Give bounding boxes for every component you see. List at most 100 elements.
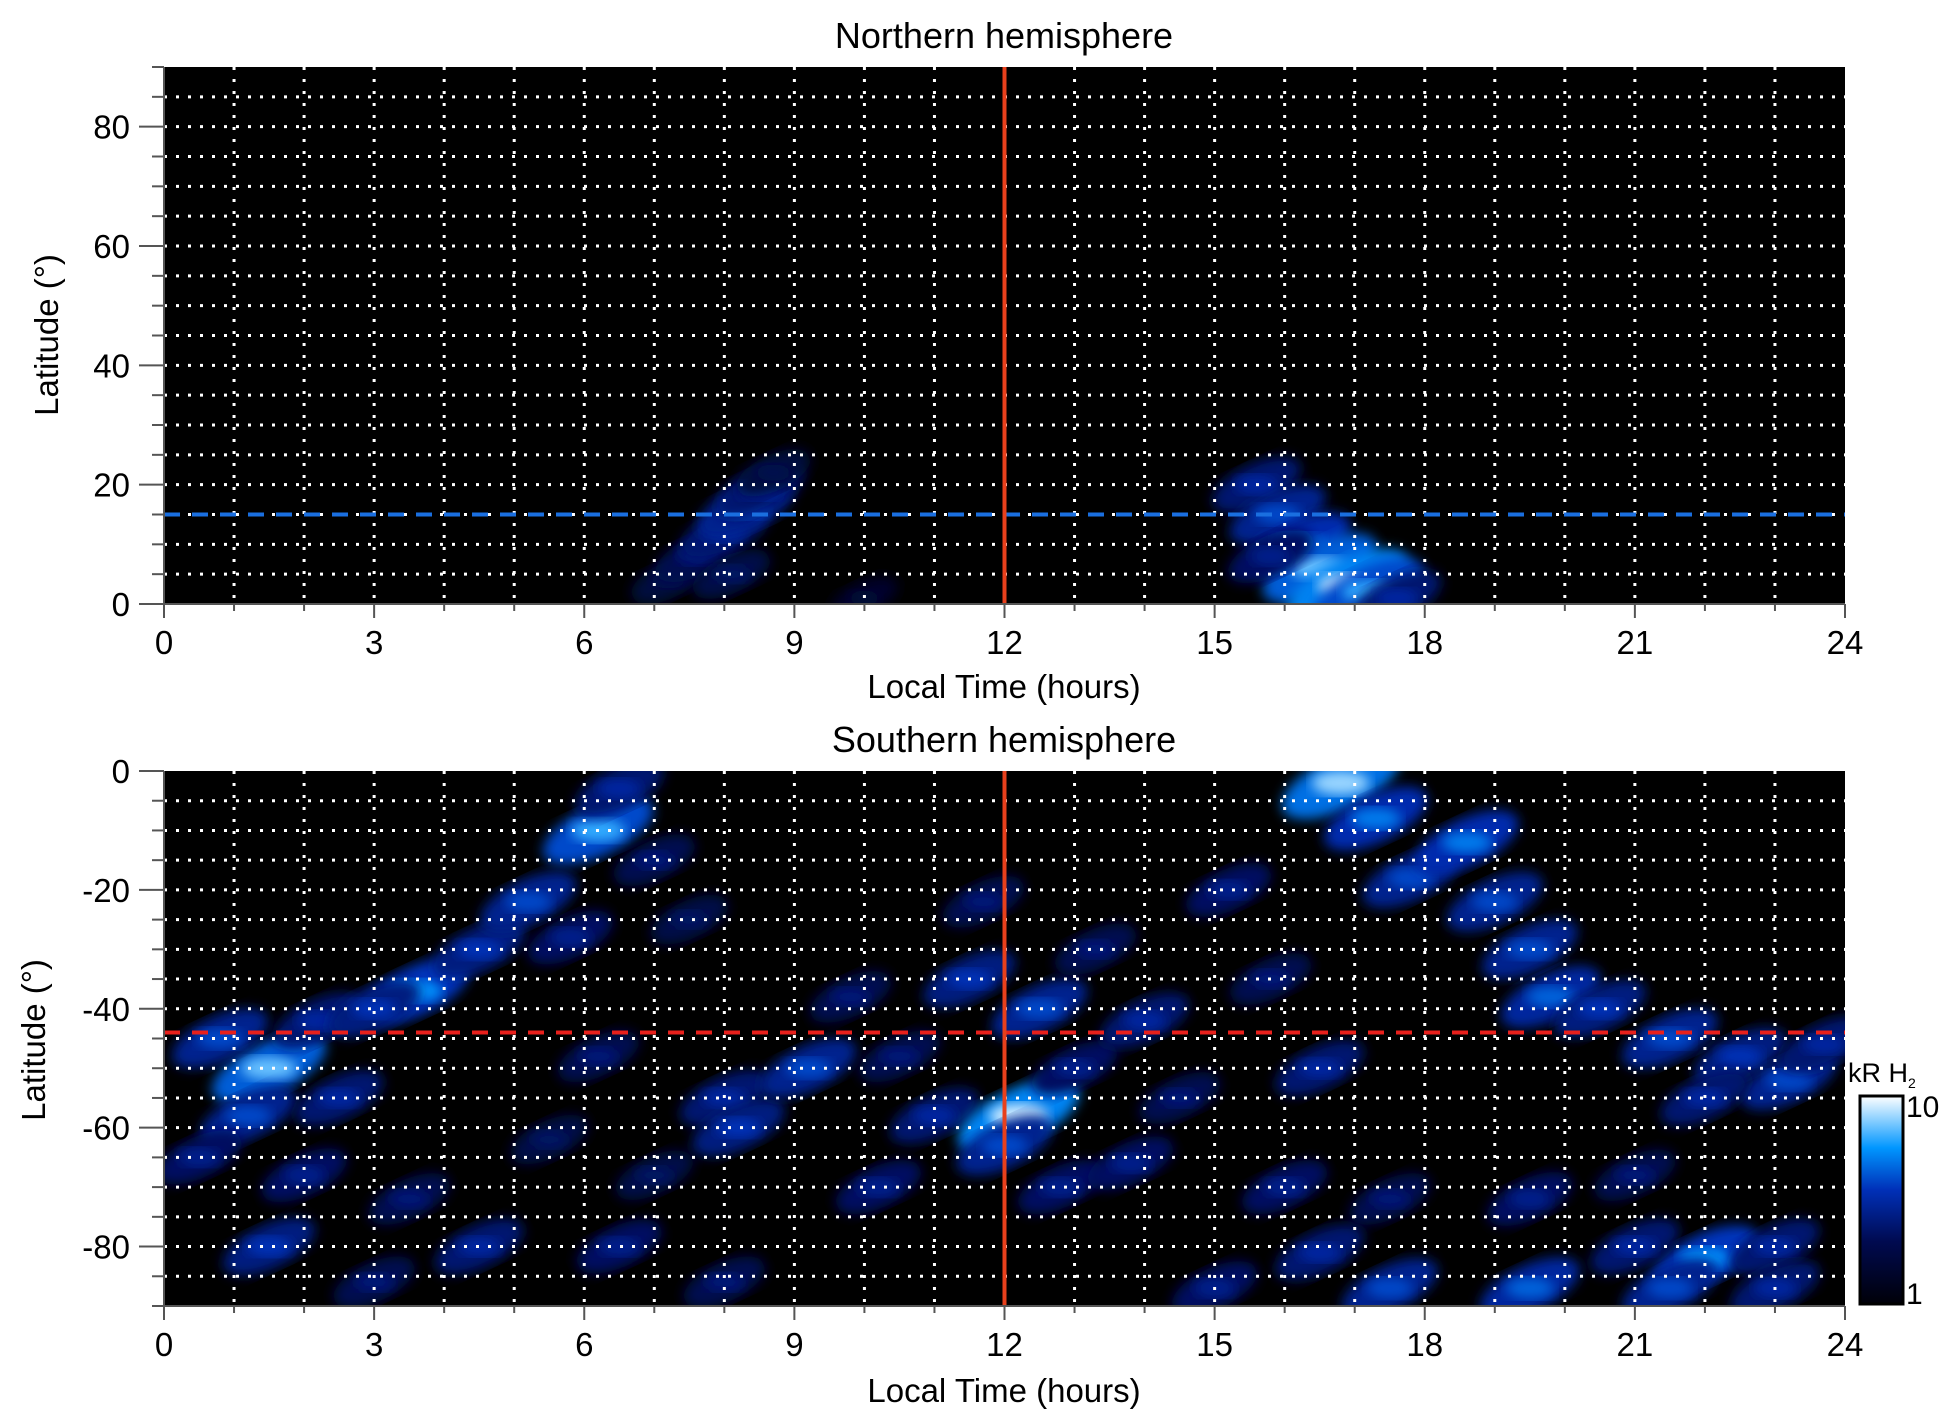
y-tick-label: -40	[82, 991, 130, 1028]
emission-core	[1506, 939, 1554, 960]
emission-core	[1471, 891, 1519, 912]
emission-core	[1509, 1189, 1551, 1209]
colorbar-max-label: 10	[1906, 1091, 1939, 1124]
emission-layer	[164, 771, 1845, 1306]
emission-core	[715, 1117, 761, 1138]
emission-core	[1387, 867, 1435, 889]
x-axis-label: Local Time (hours)	[867, 668, 1140, 705]
emission-core	[1765, 1070, 1813, 1091]
colorbar-label: kR H2	[1848, 1058, 1916, 1091]
chart-title: Southern hemisphere	[832, 719, 1176, 760]
emission-core	[755, 464, 792, 481]
emission-core	[1369, 1190, 1410, 1208]
emission-core	[1613, 1237, 1657, 1257]
x-tick-label: 3	[365, 624, 383, 661]
x-tick-label: 15	[1196, 1326, 1233, 1363]
emission-core	[351, 999, 397, 1019]
emission-core	[1646, 1278, 1694, 1299]
x-tick-label: 15	[1196, 624, 1233, 661]
emission-core	[1441, 831, 1492, 854]
x-tick-label: 18	[1406, 624, 1443, 661]
x-tick-label: 9	[785, 1326, 803, 1363]
x-tick-label: 3	[365, 1326, 383, 1363]
emission-core	[530, 1131, 569, 1149]
emission-core	[1505, 1277, 1555, 1299]
y-tick-label: 60	[93, 228, 130, 265]
emission-core	[597, 779, 641, 799]
colorbar-min-label: 1	[1906, 1278, 1923, 1311]
emission-core	[1159, 1089, 1200, 1107]
northern-hemisphere-panel: Northern hemisphere Local Time (hours) L…	[28, 15, 1863, 705]
emission-core	[1122, 1011, 1167, 1031]
emission-core	[634, 851, 675, 869]
emission-core	[712, 565, 751, 583]
emission-core	[1109, 1154, 1152, 1173]
y-tick-label: 40	[93, 347, 130, 384]
emission-core	[1016, 998, 1063, 1019]
emission-core	[1053, 1059, 1096, 1078]
colorbar-gradient	[1858, 1094, 1905, 1306]
x-tick-label: 0	[155, 624, 173, 661]
emission-core	[1311, 771, 1370, 795]
emission-core	[1577, 999, 1623, 1019]
y-axis-label: Latitude (°)	[15, 959, 52, 1121]
x-tick-label: 9	[785, 624, 803, 661]
emission-core	[241, 1056, 297, 1080]
emission-core	[224, 1105, 272, 1126]
emission-core	[1039, 1177, 1082, 1197]
y-tick-label: 80	[93, 109, 130, 146]
emission-core	[1075, 940, 1116, 959]
y-tick-label: -20	[82, 872, 130, 909]
emission-core	[598, 1237, 640, 1256]
y-tick-label: 0	[112, 586, 130, 623]
emission-core	[178, 1148, 220, 1167]
emission-core	[578, 1047, 619, 1066]
emission-core	[246, 1236, 292, 1257]
southern-hemisphere-panel: Southern hemisphere Local Time (hours) L…	[15, 719, 1864, 1409]
emission-core	[784, 1058, 832, 1079]
emission-core	[830, 988, 871, 1006]
x-tick-label: 6	[575, 624, 593, 661]
x-tick-label: 6	[575, 1326, 593, 1363]
emission-core	[1254, 504, 1302, 525]
emission-core	[1263, 1177, 1306, 1197]
emission-core	[457, 1237, 501, 1257]
emission-core	[283, 1166, 325, 1185]
y-tick-label: 0	[112, 753, 130, 790]
x-tick-label: 0	[155, 1326, 173, 1363]
x-axis-label: Local Time (hours)	[867, 1372, 1140, 1409]
emission-core	[1350, 807, 1401, 830]
x-tick-label: 24	[1827, 1326, 1864, 1363]
emission-core	[1717, 1046, 1763, 1067]
y-tick-label: -80	[82, 1229, 130, 1266]
emission-core	[1366, 1278, 1414, 1299]
emission-core	[317, 1088, 361, 1108]
emission-core	[670, 911, 709, 929]
emission-core	[1615, 1166, 1655, 1185]
x-tick-label: 21	[1617, 624, 1654, 661]
colorbar: kR H2 10 1	[1848, 1058, 1939, 1311]
emission-core	[549, 928, 591, 947]
emission-core	[389, 1190, 429, 1208]
emission-core	[1249, 547, 1292, 566]
x-tick-label: 12	[986, 1326, 1023, 1363]
emission-core	[704, 1273, 745, 1292]
emission-core	[1375, 588, 1419, 604]
y-tick-label: 20	[93, 467, 130, 504]
emission-core	[1207, 880, 1250, 900]
x-tick-label: 24	[1827, 624, 1864, 661]
emission-core	[504, 891, 552, 912]
y-axis-label: Latitude (°)	[28, 254, 65, 416]
emission-core	[354, 1273, 394, 1292]
emission-core	[857, 1177, 900, 1197]
emission-core	[1526, 986, 1576, 1008]
x-tick-label: 18	[1406, 1326, 1443, 1363]
emission-core	[1298, 1058, 1342, 1078]
emission-core	[879, 1047, 920, 1066]
emission-core	[912, 1106, 957, 1126]
emission-core	[456, 939, 502, 960]
emission-core	[963, 892, 1004, 911]
y-tick-label: -60	[82, 1110, 130, 1147]
x-tick-label: 21	[1617, 1326, 1654, 1363]
